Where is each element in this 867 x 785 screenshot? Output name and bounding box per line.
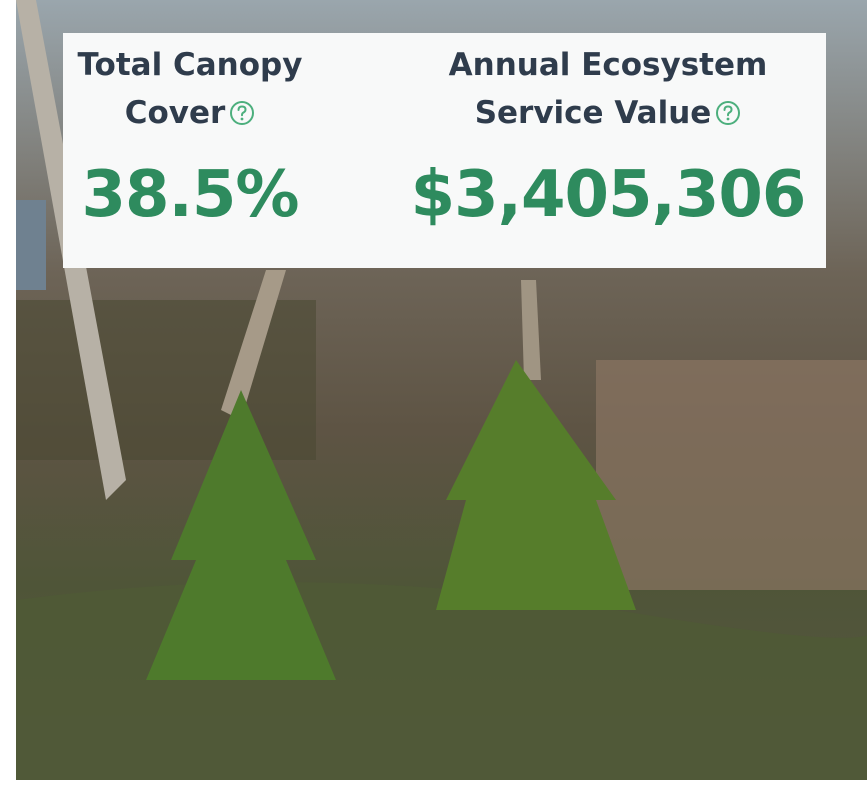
stat-label: Annual Ecosystem Service Value	[443, 41, 773, 137]
help-icon[interactable]	[715, 100, 741, 126]
stat-label-text: Total Canopy Cover	[78, 47, 303, 131]
stat-value: $3,405,306	[411, 155, 806, 235]
stat-value: 38.5%	[81, 155, 298, 235]
page: Total Canopy Cover 38.5% Annual Ecosyste…	[0, 0, 867, 785]
stats-card: Total Canopy Cover 38.5% Annual Ecosyste…	[63, 33, 826, 268]
help-icon[interactable]	[229, 100, 255, 126]
stat-label: Total Canopy Cover	[70, 41, 310, 137]
stat: Annual Ecosystem Service Value $3,405,30…	[390, 33, 826, 268]
stat: Total Canopy Cover 38.5%	[63, 33, 317, 268]
